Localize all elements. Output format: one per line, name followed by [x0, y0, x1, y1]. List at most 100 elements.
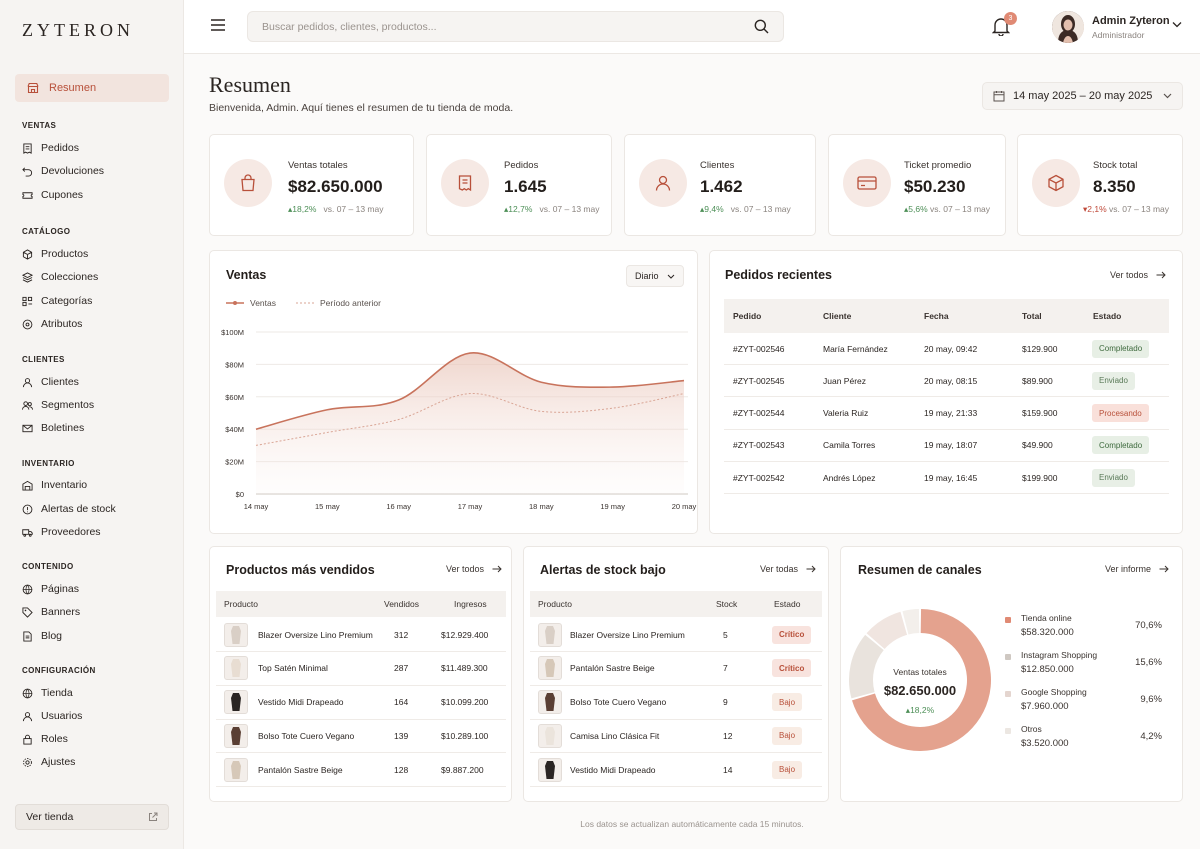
- user-role: Administrador: [1092, 30, 1145, 40]
- sidebar-item-colecciones[interactable]: Colecciones: [22, 269, 98, 285]
- order-row[interactable]: #ZYT-002544 Valeria Ruiz 19 may, 21:33 $…: [724, 398, 1169, 430]
- user-name[interactable]: Admin Zyteron: [1092, 15, 1170, 27]
- stock-row[interactable]: Blazer Oversize Lino Premium 5 Crítico: [530, 618, 822, 652]
- sidebar-item-segmentos[interactable]: Segmentos: [22, 397, 94, 413]
- sidebar-item-alertas-stock[interactable]: Alertas de stock: [22, 501, 116, 517]
- product-name[interactable]: Camisa Lino Clásica Fit: [570, 730, 660, 741]
- brand-logo[interactable]: ZYTERON: [22, 20, 134, 40]
- product-name[interactable]: Top Satén Minimal: [258, 663, 328, 674]
- kpi-card-pedidos[interactable]: Pedidos 1.645 ▴12,7% vs. 07 – 13 may: [426, 134, 612, 236]
- view-all-products-link[interactable]: Ver todos: [446, 564, 502, 574]
- sidebar-item-resumen[interactable]: Resumen: [15, 74, 169, 102]
- kpi-label: Stock total: [1093, 160, 1138, 171]
- view-store-button[interactable]: Ver tienda: [15, 804, 169, 830]
- view-report-link[interactable]: Ver informe: [1105, 564, 1169, 574]
- kpi-card-clientes[interactable]: Clientes 1.462 ▴9,4% vs. 07 – 13 may: [624, 134, 816, 236]
- sidebar-item-ajustes[interactable]: Ajustes: [22, 754, 75, 770]
- hamburger-menu-icon[interactable]: [210, 18, 226, 32]
- category-icon: [22, 296, 33, 306]
- view-all-orders-link[interactable]: Ver todos: [1110, 270, 1166, 280]
- product-row[interactable]: Vestido Midi Drapeado 164 $10.099.200: [216, 686, 506, 720]
- donut-center-value: $82.650.000: [883, 683, 957, 698]
- sidebar-item-roles[interactable]: Roles: [22, 731, 68, 747]
- product-name[interactable]: Bolso Tote Cuero Vegano: [570, 697, 667, 708]
- warehouse-icon: [22, 480, 33, 491]
- product-revenue: $11.489.300: [441, 663, 488, 674]
- sidebar-item-productos[interactable]: Productos: [22, 246, 88, 262]
- kpi-card-stock[interactable]: Stock total 8.350 ▾2,1% vs. 07 – 13 may: [1017, 134, 1183, 236]
- channel-pct: 9,6%: [1140, 694, 1162, 705]
- stock-row[interactable]: Bolso Tote Cuero Vegano 9 Bajo: [530, 686, 822, 720]
- sidebar-item-banners[interactable]: Banners: [22, 604, 80, 620]
- sidebar-item-cupones[interactable]: Cupones: [22, 187, 83, 203]
- order-id[interactable]: #ZYT-002542: [733, 472, 785, 483]
- sidebar-item-atributos[interactable]: Atributos: [22, 316, 82, 332]
- view-all-alerts-link[interactable]: Ver todas: [760, 564, 816, 574]
- line-periodo-anterior: [255, 393, 685, 446]
- product-name[interactable]: Vestido Midi Drapeado: [258, 697, 344, 708]
- topbar: 3 Admin Zyteron Administrador: [184, 0, 1200, 54]
- stock-row[interactable]: Vestido Midi Drapeado 14 Bajo: [530, 753, 822, 788]
- sidebar-item-label: Proveedores: [41, 526, 101, 538]
- sidebar-item-inventario[interactable]: Inventario: [22, 477, 87, 493]
- kpi-card-ticket[interactable]: Ticket promedio $50.230 ▴5,6% vs. 07 – 1…: [828, 134, 1006, 236]
- order-id[interactable]: #ZYT-002544: [733, 408, 785, 419]
- sidebar-item-categorias[interactable]: Categorías: [22, 293, 92, 309]
- y-tick-label: $0: [236, 490, 244, 499]
- channel-amount: $3.520.000: [1021, 738, 1069, 749]
- donut-slice[interactable]: [866, 611, 908, 650]
- sidebar-item-proveedores[interactable]: Proveedores: [22, 524, 101, 540]
- order-row[interactable]: #ZYT-002546 María Fernández 20 may, 09:4…: [724, 333, 1169, 365]
- date-range-picker[interactable]: 14 may 2025 – 20 may 2025: [982, 82, 1183, 110]
- sidebar-item-tienda[interactable]: Tienda: [22, 685, 73, 701]
- sidebar-item-clientes[interactable]: Clientes: [22, 374, 79, 390]
- period-select[interactable]: Diario: [626, 265, 684, 287]
- product-name[interactable]: Pantalón Sastre Beige: [258, 764, 343, 775]
- status-badge: Completado: [1092, 339, 1150, 358]
- stock-row[interactable]: Camisa Lino Clásica Fit 12 Bajo: [530, 719, 822, 754]
- chevron-down-icon[interactable]: [1172, 21, 1182, 28]
- product-row[interactable]: Pantalón Sastre Beige 128 $9.887.200: [216, 753, 506, 788]
- donut-slice[interactable]: [851, 609, 991, 751]
- product-row[interactable]: Top Satén Minimal 287 $11.489.300: [216, 652, 506, 686]
- product-name[interactable]: Pantalón Sastre Beige: [570, 663, 655, 674]
- donut-slice[interactable]: [849, 634, 884, 699]
- sidebar-item-label: Colecciones: [41, 271, 99, 283]
- order-total: $159.900: [1022, 408, 1058, 419]
- order-id[interactable]: #ZYT-002545: [733, 375, 785, 386]
- order-id[interactable]: #ZYT-002546: [733, 343, 785, 354]
- search-input[interactable]: [262, 20, 662, 33]
- cube-icon: [22, 248, 33, 260]
- product-row[interactable]: Blazer Oversize Lino Premium 312 $12.929…: [216, 618, 506, 652]
- return-arrow-icon: [22, 167, 33, 177]
- order-row[interactable]: #ZYT-002543 Camila Torres 19 may, 18:07 …: [724, 430, 1169, 462]
- search-bar[interactable]: [247, 11, 784, 42]
- search-icon[interactable]: [754, 19, 769, 34]
- kpi-card-ventas[interactable]: Ventas totales $82.650.000 ▴18,2% vs. 07…: [209, 134, 414, 236]
- sidebar-item-label: Páginas: [41, 583, 79, 595]
- sidebar-item-pedidos[interactable]: Pedidos: [22, 140, 79, 156]
- product-name[interactable]: Blazer Oversize Lino Premium: [258, 629, 373, 640]
- order-id[interactable]: #ZYT-002543: [733, 440, 785, 451]
- gear-icon: [23, 757, 32, 767]
- avatar[interactable]: [1052, 11, 1084, 43]
- product-row[interactable]: Bolso Tote Cuero Vegano 139 $10.289.100: [216, 719, 506, 754]
- channels-card: Resumen de canales Ver informe Ventas to…: [840, 546, 1183, 802]
- stock-row[interactable]: Pantalón Sastre Beige 7 Crítico: [530, 652, 822, 686]
- sidebar-item-devoluciones[interactable]: Devoluciones: [22, 163, 104, 179]
- channel-name: Google Shopping: [1021, 687, 1087, 697]
- sidebar-item-usuarios[interactable]: Usuarios: [22, 708, 82, 724]
- legend-swatch: [1005, 728, 1011, 734]
- sidebar-item-blog[interactable]: Blog: [22, 628, 62, 644]
- order-row[interactable]: #ZYT-002542 Andrés López 19 may, 16:45 $…: [724, 462, 1169, 495]
- bell-icon[interactable]: [992, 16, 1010, 36]
- sidebar-item-boletines[interactable]: Boletines: [22, 420, 84, 436]
- sidebar-item-paginas[interactable]: Páginas: [22, 581, 79, 597]
- donut-slice[interactable]: [902, 609, 920, 635]
- user-icon: [22, 711, 33, 721]
- product-thumbnail: [224, 757, 248, 782]
- product-name[interactable]: Blazer Oversize Lino Premium: [570, 629, 685, 640]
- product-name[interactable]: Bolso Tote Cuero Vegano: [258, 730, 355, 741]
- product-name[interactable]: Vestido Midi Drapeado: [570, 764, 656, 775]
- order-row[interactable]: #ZYT-002545 Juan Pérez 20 may, 08:15 $89…: [724, 365, 1169, 398]
